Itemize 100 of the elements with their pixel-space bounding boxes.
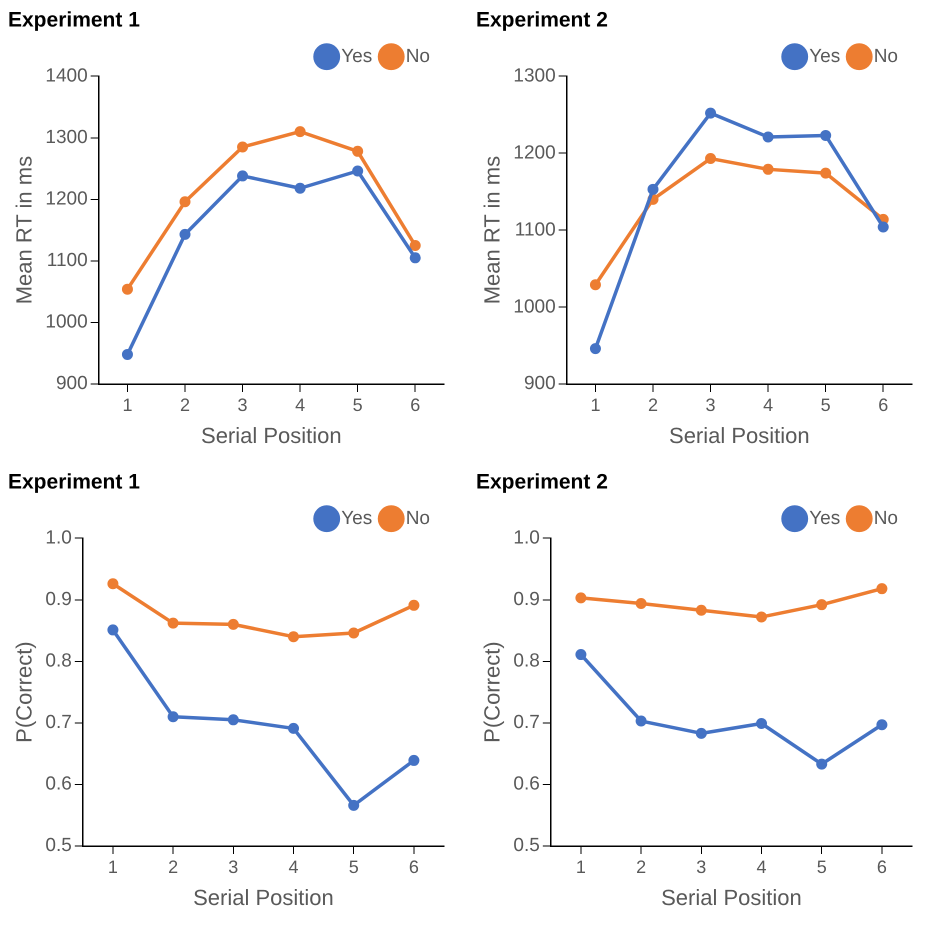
legend-label: No — [874, 508, 898, 529]
chart-title: Experiment 2 — [476, 8, 608, 32]
x-axis-title: Serial Position — [193, 884, 334, 910]
x-tick-label: 3 — [238, 394, 248, 415]
x-tick-label: 5 — [816, 856, 827, 877]
point — [575, 592, 586, 604]
point — [294, 182, 306, 194]
y-tick-label: 1000 — [513, 296, 556, 318]
x-tick-label: 5 — [352, 394, 363, 415]
point — [122, 284, 133, 295]
legend-label: Yes — [341, 508, 372, 529]
y-tick-label: 1.0 — [513, 527, 540, 548]
point — [705, 108, 716, 119]
point — [348, 800, 360, 811]
y-axis-title: P(Correct) — [479, 641, 504, 743]
x-tick-label: 2 — [648, 394, 658, 415]
y-tick-label: 1200 — [513, 142, 556, 164]
point — [168, 618, 179, 629]
legend-label: Yes — [809, 46, 840, 67]
y-axis-title: P(Correct) — [11, 641, 36, 743]
x-tick-label: 4 — [288, 856, 299, 877]
y-tick-label: 1300 — [513, 65, 556, 86]
x-tick-label: 5 — [348, 856, 359, 877]
x-axis-title: Serial Position — [669, 422, 810, 448]
x-tick-label: 5 — [820, 394, 831, 415]
point — [180, 196, 190, 208]
legend-label: Yes — [809, 508, 840, 529]
y-tick-label: 1.0 — [45, 527, 72, 548]
y-tick-label: 0.9 — [45, 588, 72, 610]
y-tick-label: 0.9 — [513, 588, 540, 610]
y-tick-label: 0.6 — [45, 774, 72, 795]
point — [237, 170, 248, 182]
point — [756, 718, 768, 729]
point — [820, 168, 832, 179]
point — [352, 146, 364, 157]
point — [876, 583, 888, 594]
y-tick-label: 0.5 — [45, 835, 72, 856]
y-tick-label: 1200 — [45, 188, 88, 210]
point — [237, 141, 248, 152]
point — [294, 126, 306, 138]
y-tick-label: 0.5 — [513, 835, 540, 856]
point — [705, 153, 716, 164]
point — [648, 184, 658, 195]
chart-title: Experiment 1 — [8, 8, 140, 32]
point — [820, 130, 832, 141]
point — [590, 343, 601, 354]
y-tick-label: 0.6 — [513, 774, 540, 795]
point — [410, 252, 421, 264]
point — [352, 166, 364, 177]
point — [228, 618, 239, 630]
point — [575, 649, 586, 660]
chart-title: Experiment 1 — [8, 470, 140, 494]
y-axis-title: Mean RT in ms — [11, 156, 36, 304]
y-tick-label: 0.8 — [513, 650, 540, 672]
y-tick-label: 1100 — [514, 219, 556, 240]
x-tick-label: 6 — [878, 394, 888, 415]
point — [816, 758, 828, 770]
x-tick-label: 2 — [636, 856, 646, 877]
x-tick-label: 2 — [168, 856, 178, 877]
point — [816, 599, 828, 610]
x-tick-label: 1 — [108, 856, 118, 877]
point — [408, 754, 420, 766]
x-tick-label: 1 — [590, 394, 600, 415]
x-tick-label: 4 — [763, 394, 774, 415]
y-axis-title: Mean RT in ms — [479, 156, 504, 304]
y-tick-label: 900 — [56, 373, 88, 394]
point — [762, 131, 774, 142]
x-tick-label: 6 — [408, 856, 419, 877]
point — [228, 714, 239, 726]
point — [410, 240, 421, 251]
point — [107, 578, 118, 590]
y-tick-label: 0.7 — [513, 712, 540, 734]
x-tick-label: 6 — [410, 394, 420, 415]
x-axis-title: Serial Position — [661, 884, 802, 910]
point — [636, 598, 647, 609]
point — [762, 164, 774, 175]
chart-title: Experiment 2 — [476, 470, 608, 494]
y-tick-label: 1300 — [45, 126, 88, 148]
x-axis-title: Serial Position — [201, 422, 342, 448]
x-tick-label: 1 — [122, 394, 132, 415]
point — [288, 631, 300, 642]
x-tick-label: 2 — [180, 394, 190, 415]
point — [876, 719, 888, 730]
x-tick-label: 4 — [295, 394, 306, 415]
y-tick-label: 900 — [524, 373, 556, 394]
legend-label: Yes — [341, 46, 372, 67]
x-tick-label: 3 — [696, 856, 706, 877]
x-tick-label: 3 — [706, 394, 716, 415]
point — [408, 600, 420, 611]
point — [696, 604, 707, 616]
y-tick-label: 1000 — [45, 312, 88, 333]
point — [348, 628, 360, 639]
x-tick-label: 3 — [228, 856, 238, 877]
y-tick-label: 1400 — [45, 65, 88, 86]
y-tick-label: 0.7 — [45, 712, 72, 734]
legend-label: No — [406, 46, 430, 67]
point — [180, 228, 190, 240]
y-tick-label: 1100 — [46, 250, 88, 272]
point — [590, 279, 601, 290]
legend-label: No — [874, 46, 898, 67]
